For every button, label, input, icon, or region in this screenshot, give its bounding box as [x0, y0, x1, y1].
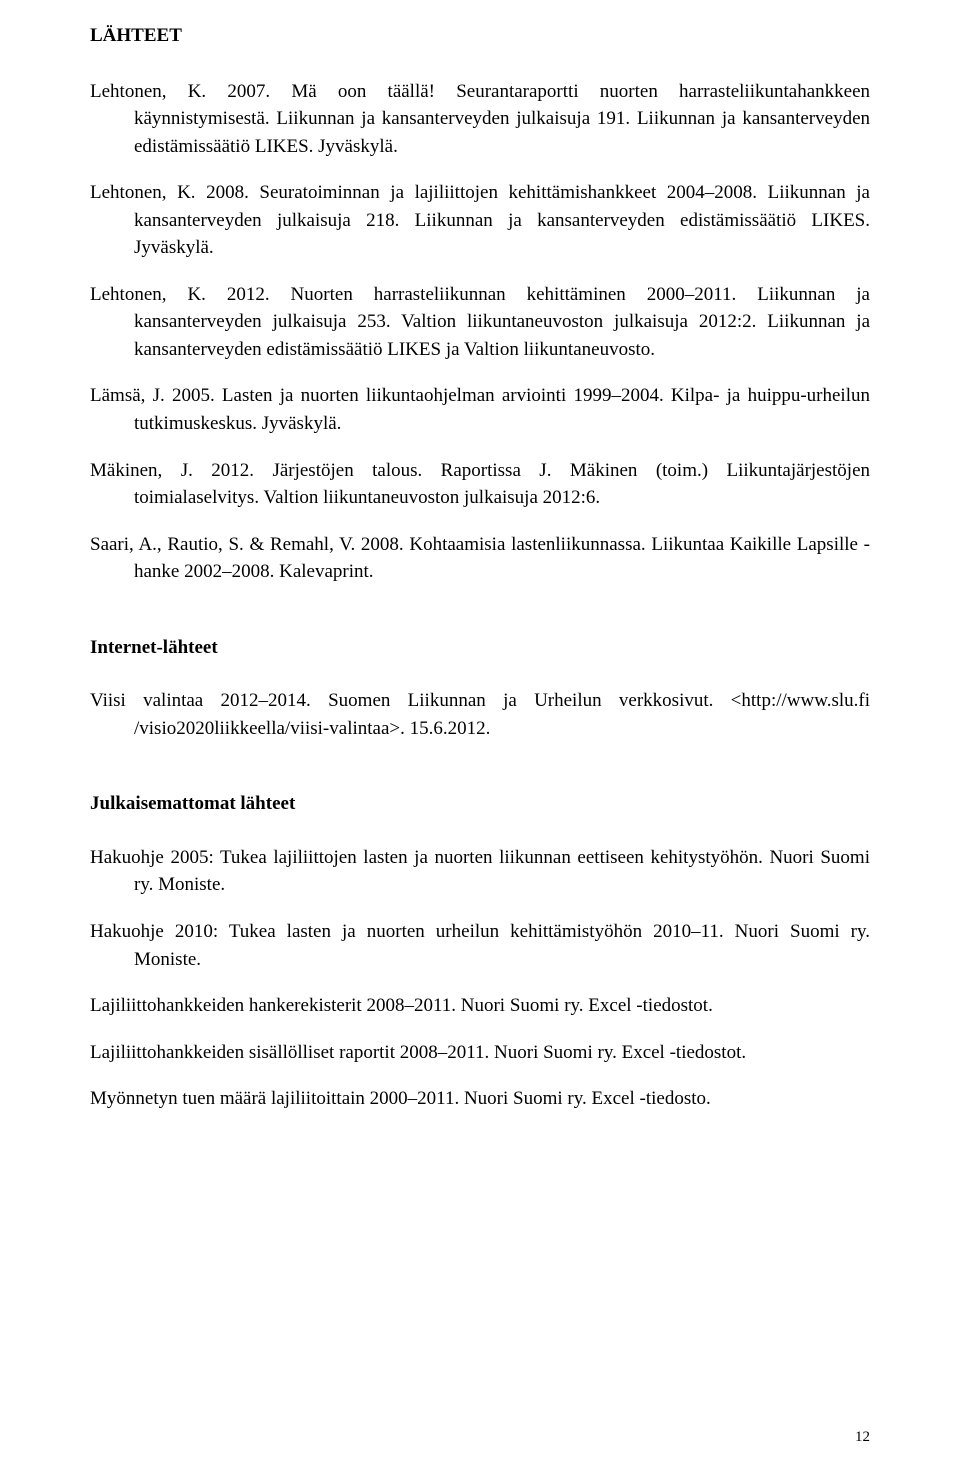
internet-source-entry: Viisi valintaa 2012–2014. Suomen Liikunn… — [90, 687, 870, 742]
main-heading: LÄHTEET — [90, 22, 870, 50]
unpublished-sources-heading: Julkaisemattomat lähteet — [90, 790, 870, 818]
unpublished-sources-block: Hakuohje 2005: Tukea lajiliittojen laste… — [90, 844, 870, 1113]
internet-sources-block: Viisi valintaa 2012–2014. Suomen Liikunn… — [90, 687, 870, 742]
unpublished-source-entry: Lajiliittohankkeiden sisällölliset rapor… — [90, 1039, 870, 1067]
unpublished-source-entry: Myönnetyn tuen määrä lajiliitoittain 200… — [90, 1085, 870, 1113]
references-block: Lehtonen, K. 2007. Mä oon täällä! Seuran… — [90, 78, 870, 586]
page-number: 12 — [855, 1427, 870, 1449]
reference-entry: Lehtonen, K. 2012. Nuorten harrasteliiku… — [90, 281, 870, 364]
reference-entry: Mäkinen, J. 2012. Järjestöjen talous. Ra… — [90, 457, 870, 512]
unpublished-source-entry: Lajiliittohankkeiden hankerekisterit 200… — [90, 992, 870, 1020]
unpublished-source-entry: Hakuohje 2010: Tukea lasten ja nuorten u… — [90, 918, 870, 973]
reference-entry: Saari, A., Rautio, S. & Remahl, V. 2008.… — [90, 531, 870, 586]
internet-sources-heading: Internet-lähteet — [90, 634, 870, 662]
document-page: LÄHTEET Lehtonen, K. 2007. Mä oon täällä… — [0, 0, 960, 1473]
unpublished-source-entry: Hakuohje 2005: Tukea lajiliittojen laste… — [90, 844, 870, 899]
reference-entry: Lehtonen, K. 2007. Mä oon täällä! Seuran… — [90, 78, 870, 161]
reference-entry: Lämsä, J. 2005. Lasten ja nuorten liikun… — [90, 382, 870, 437]
reference-entry: Lehtonen, K. 2008. Seuratoiminnan ja laj… — [90, 179, 870, 262]
